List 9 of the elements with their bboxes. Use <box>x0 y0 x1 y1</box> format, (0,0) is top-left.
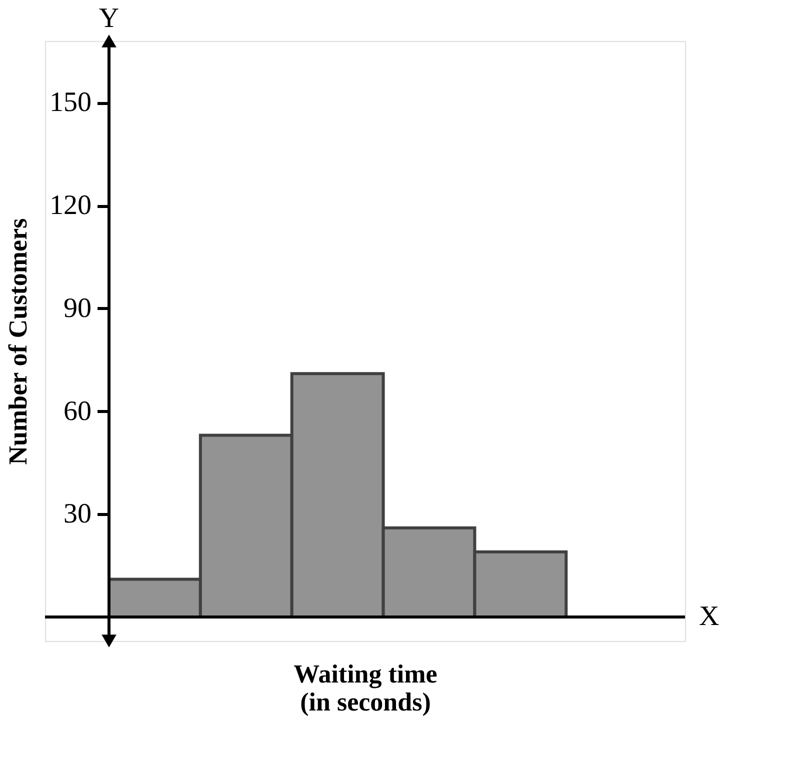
y-tick-label: 120 <box>50 190 92 222</box>
y-tick-label: 150 <box>50 87 92 118</box>
y-axis-title: Number of Customers <box>4 218 32 465</box>
y-tick-label: 90 <box>64 292 92 324</box>
x-axis-title: Waiting time (in seconds) <box>294 660 438 716</box>
text: X <box>699 601 720 632</box>
text: Y <box>98 3 120 34</box>
y-tick-label: 60 <box>64 396 92 427</box>
y-tick-label: 30 <box>64 498 92 530</box>
